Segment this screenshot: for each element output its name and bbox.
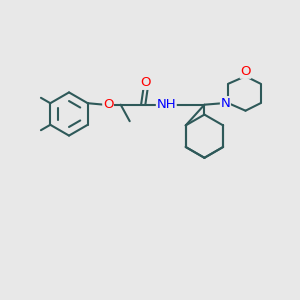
Text: NH: NH (157, 98, 176, 112)
Text: N: N (220, 97, 230, 110)
Text: O: O (140, 76, 151, 89)
Text: O: O (103, 98, 113, 111)
Text: O: O (240, 65, 251, 78)
